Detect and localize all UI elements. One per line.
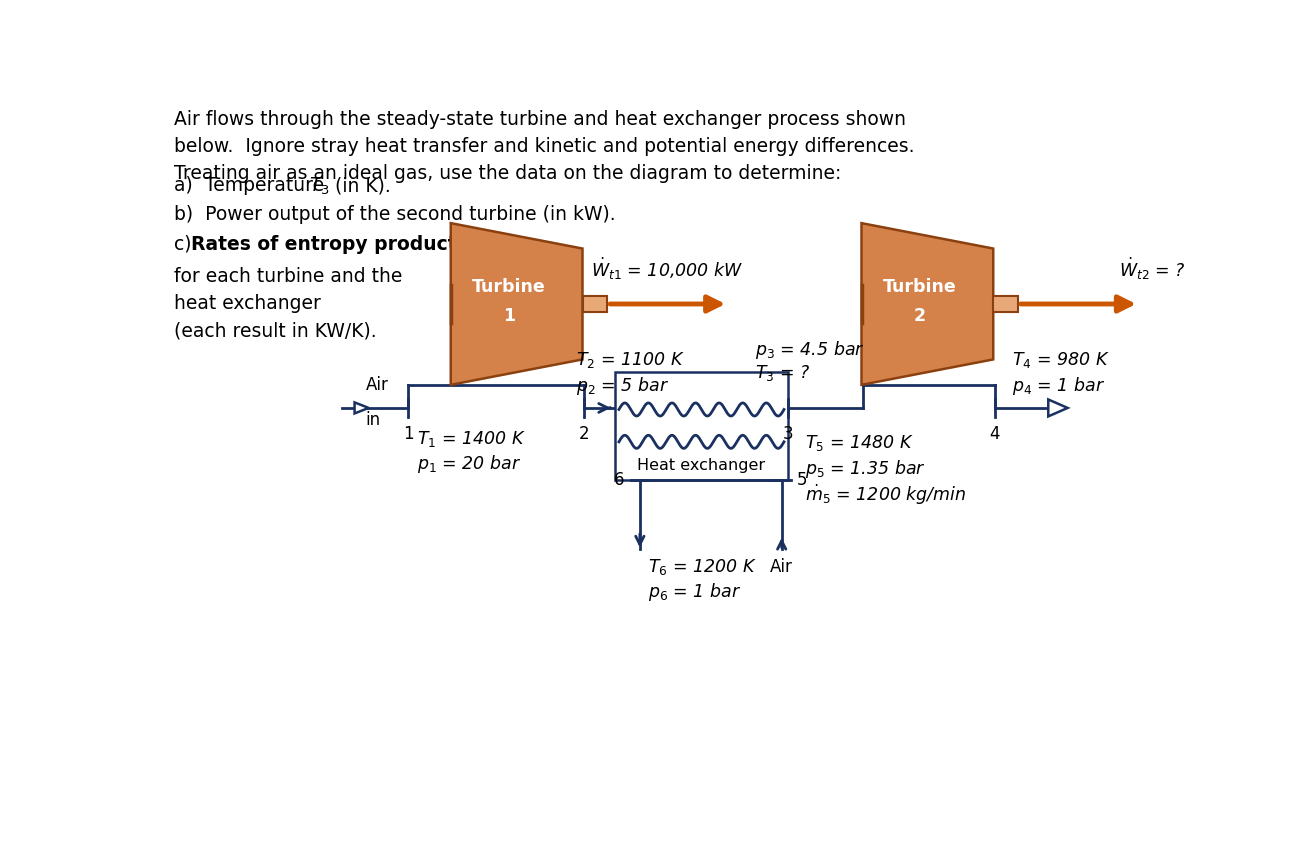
Text: 1: 1 bbox=[502, 307, 514, 325]
Bar bbox=[583, 296, 607, 313]
Text: in: in bbox=[366, 411, 380, 429]
Polygon shape bbox=[862, 223, 993, 385]
Text: a)  Temperature: a) Temperature bbox=[174, 176, 331, 195]
Text: Turbine: Turbine bbox=[883, 278, 956, 296]
Text: 6: 6 bbox=[614, 470, 625, 488]
Text: for each turbine and the
heat exchanger
(each result in KW/K).: for each turbine and the heat exchanger … bbox=[174, 267, 403, 341]
Text: Air: Air bbox=[366, 376, 388, 394]
Bar bbox=[993, 296, 1018, 313]
Polygon shape bbox=[354, 402, 369, 413]
Text: 5: 5 bbox=[798, 470, 808, 488]
Text: $T_6$ = 1200 K: $T_6$ = 1200 K bbox=[648, 556, 756, 577]
Text: 1: 1 bbox=[403, 425, 413, 443]
Text: 2: 2 bbox=[913, 307, 926, 325]
Text: c): c) bbox=[174, 234, 203, 254]
Text: $\dot{W}_{t2}$ = ?: $\dot{W}_{t2}$ = ? bbox=[1119, 256, 1186, 282]
Text: $\dot{W}_{t1}$ = 10,000 kW: $\dot{W}_{t1}$ = 10,000 kW bbox=[592, 256, 744, 282]
Polygon shape bbox=[1048, 400, 1068, 417]
Text: Air flows through the steady-state turbine and heat exchanger process shown
belo: Air flows through the steady-state turbi… bbox=[174, 110, 914, 183]
Text: Rates of entropy production: Rates of entropy production bbox=[192, 234, 489, 254]
Text: $T_3$: $T_3$ bbox=[308, 176, 329, 198]
Text: Turbine: Turbine bbox=[472, 278, 546, 296]
Text: Air: Air bbox=[770, 558, 794, 576]
Text: $T_1$ = 1400 K: $T_1$ = 1400 K bbox=[417, 429, 526, 449]
Text: 3: 3 bbox=[782, 425, 794, 443]
Text: b)  Power output of the second turbine (in kW).: b) Power output of the second turbine (i… bbox=[174, 205, 615, 224]
Polygon shape bbox=[451, 223, 583, 385]
Text: $p_4$ = 1 bar: $p_4$ = 1 bar bbox=[1012, 375, 1105, 397]
Text: $T_5$ = 1480 K: $T_5$ = 1480 K bbox=[806, 434, 913, 453]
Text: (in K).: (in K). bbox=[329, 176, 391, 195]
Text: 2: 2 bbox=[579, 425, 589, 443]
Text: $p_6$ = 1 bar: $p_6$ = 1 bar bbox=[648, 581, 741, 603]
Text: $p_1$ = 20 bar: $p_1$ = 20 bar bbox=[417, 453, 522, 475]
Text: $p_5$ = 1.35 bar: $p_5$ = 1.35 bar bbox=[806, 458, 926, 480]
Text: $p_3$ = 4.5 bar: $p_3$ = 4.5 bar bbox=[754, 338, 865, 360]
Text: $T_2$ = 1100 K: $T_2$ = 1100 K bbox=[576, 350, 685, 370]
Text: Heat exchanger: Heat exchanger bbox=[638, 458, 765, 474]
Text: $\dot{m}_5$ = 1200 kg/min: $\dot{m}_5$ = 1200 kg/min bbox=[806, 482, 966, 507]
Text: $T_4$ = 980 K: $T_4$ = 980 K bbox=[1012, 350, 1110, 370]
Text: 4: 4 bbox=[989, 425, 1000, 443]
Text: $p_2$ = 5 bar: $p_2$ = 5 bar bbox=[576, 375, 669, 397]
Text: $T_3$ = ?: $T_3$ = ? bbox=[754, 363, 810, 383]
Bar bbox=[615, 371, 789, 480]
